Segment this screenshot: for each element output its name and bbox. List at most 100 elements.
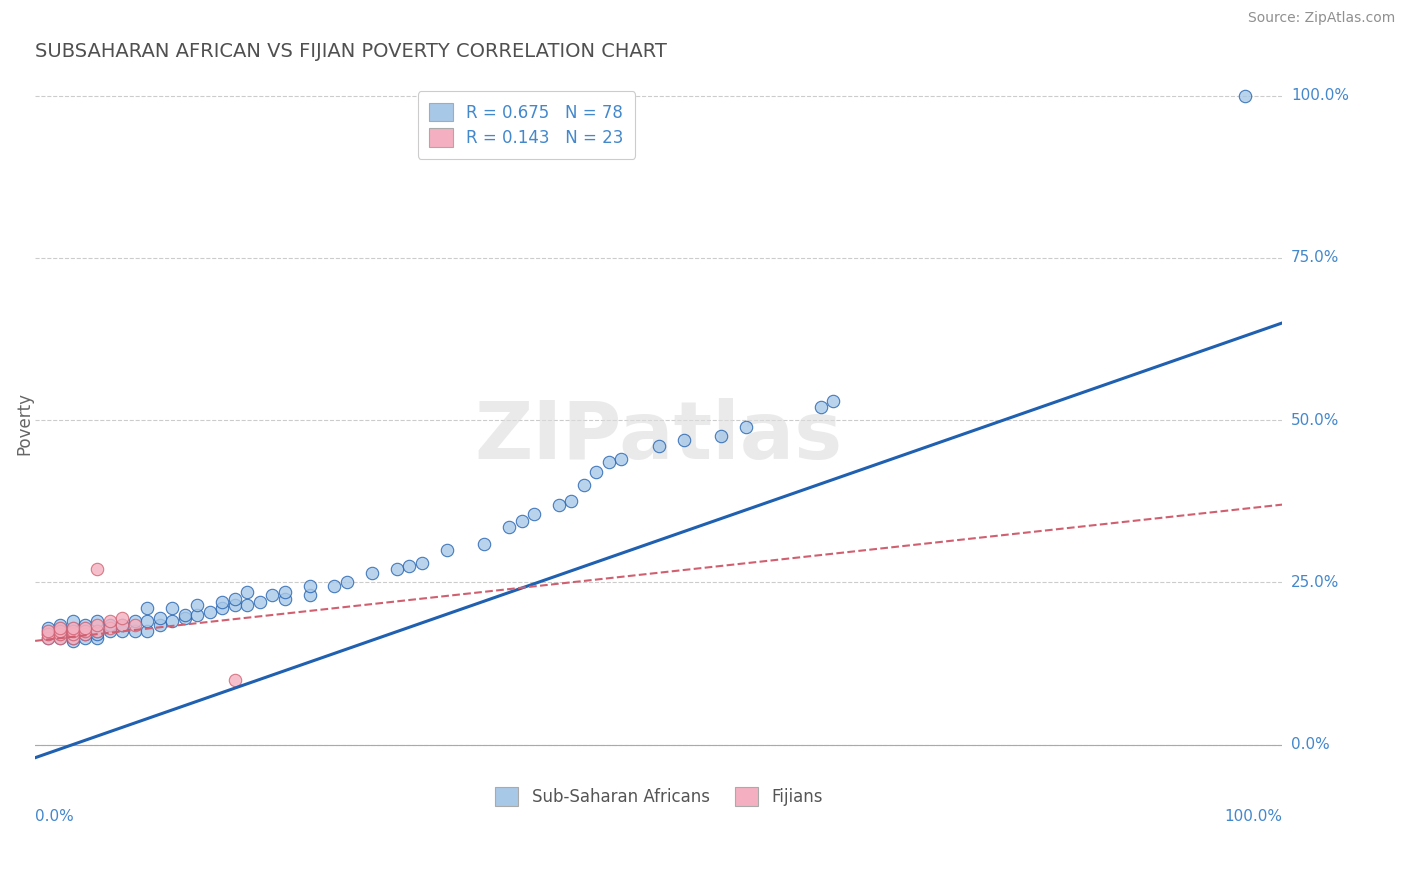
Point [224, 591, 246, 606]
Point [273, 585, 295, 599]
Point [37, 627, 59, 641]
Point [49, 617, 72, 632]
Point [62, 631, 84, 645]
Point [823, 393, 845, 408]
Point [86, 615, 108, 629]
Point [62, 615, 84, 629]
Point [73, 624, 96, 639]
Text: 50.0%: 50.0% [1291, 413, 1339, 427]
Point [49, 631, 72, 645]
Point [149, 617, 172, 632]
Point [236, 585, 259, 599]
Point [1234, 88, 1257, 103]
Point [62, 624, 84, 639]
Point [98, 621, 121, 635]
Point [186, 607, 208, 622]
Point [124, 624, 146, 639]
Point [86, 631, 108, 645]
Point [385, 562, 408, 576]
Point [186, 598, 208, 612]
Point [62, 624, 84, 639]
Point [398, 559, 420, 574]
Point [585, 465, 607, 479]
Point [298, 579, 321, 593]
Point [111, 617, 134, 632]
Point [49, 624, 72, 639]
Point [510, 514, 533, 528]
Point [124, 617, 146, 632]
Text: SUBSAHARAN AFRICAN VS FIJIAN POVERTY CORRELATION CHART: SUBSAHARAN AFRICAN VS FIJIAN POVERTY COR… [35, 42, 666, 61]
Point [710, 429, 733, 443]
Point [62, 621, 84, 635]
Point [111, 624, 134, 639]
Point [86, 627, 108, 641]
Point [136, 615, 159, 629]
Point [86, 617, 108, 632]
Point [648, 439, 671, 453]
Point [672, 433, 695, 447]
Point [37, 621, 59, 635]
Point [62, 627, 84, 641]
Point [73, 627, 96, 641]
Point [98, 615, 121, 629]
Point [37, 624, 59, 639]
Point [610, 452, 633, 467]
Point [62, 621, 84, 635]
Point [436, 543, 458, 558]
Point [73, 621, 96, 635]
Point [298, 589, 321, 603]
Point [162, 601, 184, 615]
Point [86, 562, 108, 576]
Text: 0.0%: 0.0% [35, 809, 75, 824]
Point [37, 624, 59, 639]
Point [98, 617, 121, 632]
Point [236, 598, 259, 612]
Point [73, 621, 96, 635]
Point [249, 595, 271, 609]
Point [548, 498, 571, 512]
Point [361, 566, 384, 580]
Point [73, 617, 96, 632]
Point [523, 508, 546, 522]
Point [124, 615, 146, 629]
Point [37, 631, 59, 645]
Point [810, 401, 832, 415]
Point [73, 624, 96, 639]
Point [111, 617, 134, 632]
Point [198, 605, 221, 619]
Point [98, 624, 121, 639]
Point [136, 601, 159, 615]
Point [735, 419, 758, 434]
Point [49, 621, 72, 635]
Point [598, 455, 620, 469]
Point [411, 556, 433, 570]
Point [49, 631, 72, 645]
Point [62, 631, 84, 645]
Legend: Sub-Saharan Africans, Fijians: Sub-Saharan Africans, Fijians [486, 779, 831, 814]
Text: 25.0%: 25.0% [1291, 575, 1339, 590]
Point [86, 624, 108, 639]
Point [37, 631, 59, 645]
Point [336, 575, 359, 590]
Text: Source: ZipAtlas.com: Source: ZipAtlas.com [1247, 11, 1395, 25]
Point [49, 627, 72, 641]
Point [49, 621, 72, 635]
Point [224, 598, 246, 612]
Point [37, 627, 59, 641]
Point [62, 627, 84, 641]
Point [49, 624, 72, 639]
Text: 0.0%: 0.0% [1291, 738, 1330, 752]
Point [273, 591, 295, 606]
Point [173, 607, 195, 622]
Point [211, 595, 233, 609]
Text: 100.0%: 100.0% [1225, 809, 1282, 824]
Point [162, 615, 184, 629]
Point [572, 478, 595, 492]
Point [262, 589, 284, 603]
Text: 75.0%: 75.0% [1291, 251, 1339, 266]
Y-axis label: Poverty: Poverty [15, 392, 32, 455]
Point [173, 611, 195, 625]
Point [86, 624, 108, 639]
Point [111, 611, 134, 625]
Point [472, 536, 495, 550]
